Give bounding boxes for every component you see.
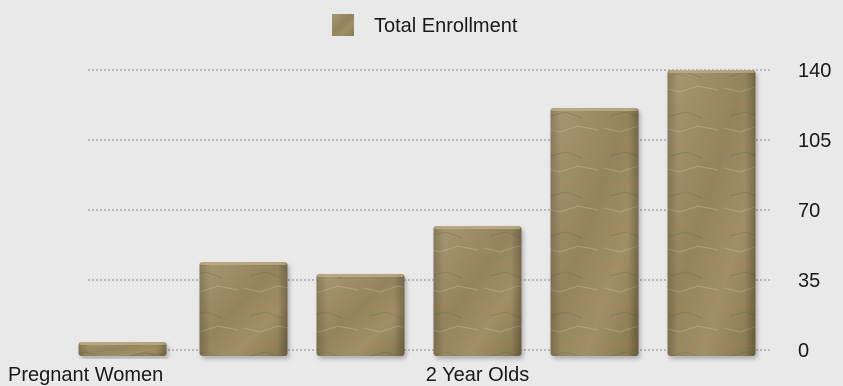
bar-top-highlight	[434, 226, 521, 229]
x-category-label: Pregnant Women	[8, 364, 163, 386]
bar	[316, 274, 405, 356]
bar-top-highlight	[317, 274, 404, 277]
bar-shade	[316, 274, 405, 356]
bar-shade	[550, 108, 639, 356]
bar	[433, 226, 522, 356]
bar-top-highlight	[79, 342, 166, 345]
bar-top-highlight	[551, 108, 638, 111]
y-tick-label: 35	[798, 270, 820, 292]
bar-shade	[78, 342, 167, 356]
bar-shade	[667, 70, 756, 356]
legend-swatch	[332, 14, 354, 36]
bar	[550, 108, 639, 356]
bar	[78, 342, 167, 356]
legend: Total Enrollment	[332, 14, 518, 37]
y-tick-label: 0	[798, 340, 809, 362]
y-axis-ticks: 0 35 70 105 140	[798, 60, 831, 362]
x-category-label: 2 Year Olds	[426, 364, 529, 386]
bar-shade	[199, 262, 288, 356]
y-tick-label: 70	[798, 200, 820, 222]
bar	[667, 70, 756, 356]
bar-shade	[433, 226, 522, 356]
bar-top-highlight	[200, 262, 287, 265]
bars	[78, 70, 756, 356]
y-tick-label: 105	[798, 130, 831, 152]
x-axis-labels: Pregnant Women 2 Year Olds	[8, 364, 529, 386]
bar	[199, 262, 288, 356]
y-tick-label: 140	[798, 60, 831, 82]
bar-top-highlight	[668, 70, 755, 73]
legend-label: Total Enrollment	[374, 15, 518, 37]
